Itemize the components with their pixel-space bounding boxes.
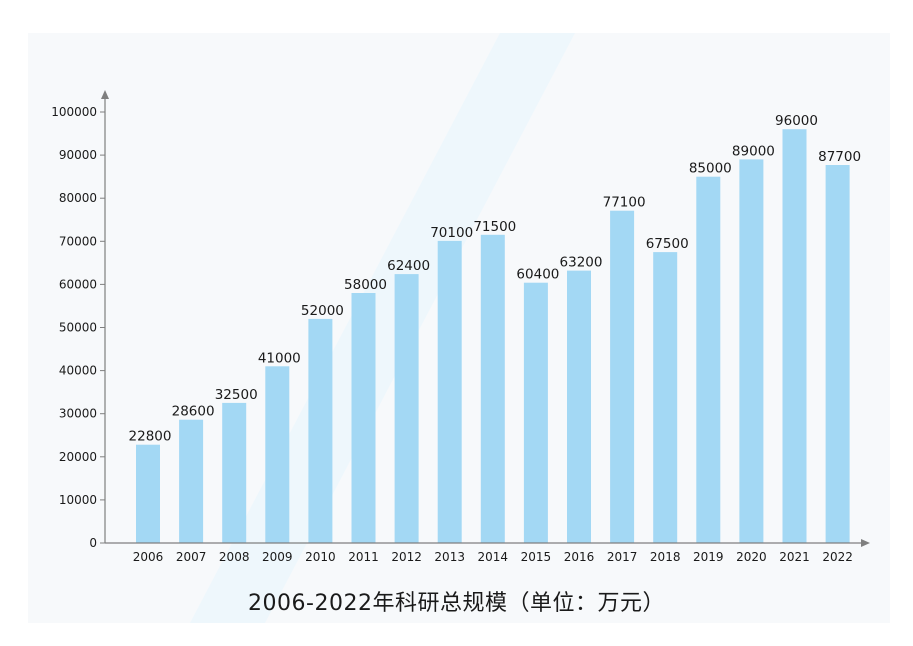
data-label-2021: 96000 (775, 113, 818, 129)
y-tick-label: 30000 (59, 407, 97, 421)
x-tick-label-2015: 2015 (521, 550, 552, 564)
data-label-2009: 41000 (258, 350, 301, 366)
x-tick-label-2010: 2010 (305, 550, 336, 564)
bar-2016 (567, 270, 591, 543)
x-axis-arrow (861, 539, 870, 547)
y-tick-label: 100000 (51, 105, 97, 119)
data-label-2012: 62400 (387, 258, 430, 274)
data-label-2010: 52000 (301, 303, 344, 319)
bar-2019 (696, 176, 721, 543)
x-tick-label-2017: 2017 (607, 550, 638, 564)
x-tick-label-2007: 2007 (176, 550, 207, 564)
data-label-2016: 63200 (560, 255, 603, 271)
bar-2014 (480, 234, 505, 544)
data-label-2008: 32500 (215, 387, 258, 403)
bar-2022 (825, 165, 850, 543)
x-tick-label-2013: 2013 (434, 550, 465, 564)
y-tick-label: 20000 (59, 450, 97, 464)
x-tick-label-2014: 2014 (478, 550, 509, 564)
data-label-2020: 89000 (732, 143, 775, 159)
bar-2008 (222, 402, 247, 543)
bar-2015 (523, 282, 548, 543)
bar-2007 (179, 419, 204, 543)
x-tick-label-2016: 2016 (564, 550, 595, 564)
data-label-2011: 58000 (344, 277, 387, 293)
y-tick-label: 50000 (59, 321, 97, 335)
y-tick-label: 60000 (59, 277, 97, 291)
y-tick-label: 0 (89, 536, 97, 550)
x-tick-label-2018: 2018 (650, 550, 681, 564)
x-tick-label-2011: 2011 (348, 550, 379, 564)
data-label-2015: 60400 (516, 267, 559, 283)
y-tick-label: 90000 (59, 148, 97, 162)
chart-title: 2006-2022年科研总规模（单位：万元） (248, 591, 665, 616)
bar-2009 (265, 366, 290, 543)
x-tick-label-2021: 2021 (779, 550, 810, 564)
y-tick-label: 10000 (59, 493, 97, 507)
data-label-2014: 71500 (473, 219, 516, 235)
bar-2018 (653, 252, 678, 543)
bar-2021 (782, 129, 807, 543)
y-tick-label: 80000 (59, 191, 97, 205)
x-tick-label-2012: 2012 (391, 550, 422, 564)
data-label-2018: 67500 (646, 236, 689, 252)
x-tick-label-2022: 2022 (822, 550, 853, 564)
data-label-2022: 87700 (818, 149, 861, 165)
bar-2013 (437, 240, 462, 543)
x-tick-label-2006: 2006 (133, 550, 164, 564)
x-tick-label-2009: 2009 (262, 550, 293, 564)
bar-2012 (394, 274, 419, 543)
data-label-2007: 28600 (172, 404, 215, 420)
x-tick-label-2019: 2019 (693, 550, 724, 564)
y-tick-label: 40000 (59, 364, 97, 378)
bar-2017 (610, 210, 635, 543)
data-label-2019: 85000 (689, 161, 732, 177)
data-label-2017: 77100 (603, 195, 646, 211)
bar-2011 (351, 293, 376, 543)
y-tick-label: 70000 (59, 234, 97, 248)
y-axis-arrow (101, 90, 109, 99)
bar-2010 (308, 318, 333, 543)
data-label-2006: 22800 (129, 429, 172, 445)
x-tick-label-2008: 2008 (219, 550, 250, 564)
x-tick-label-2020: 2020 (736, 550, 767, 564)
bar-2006 (136, 444, 160, 543)
bar-2020 (739, 159, 764, 543)
data-label-2013: 70100 (430, 225, 473, 241)
